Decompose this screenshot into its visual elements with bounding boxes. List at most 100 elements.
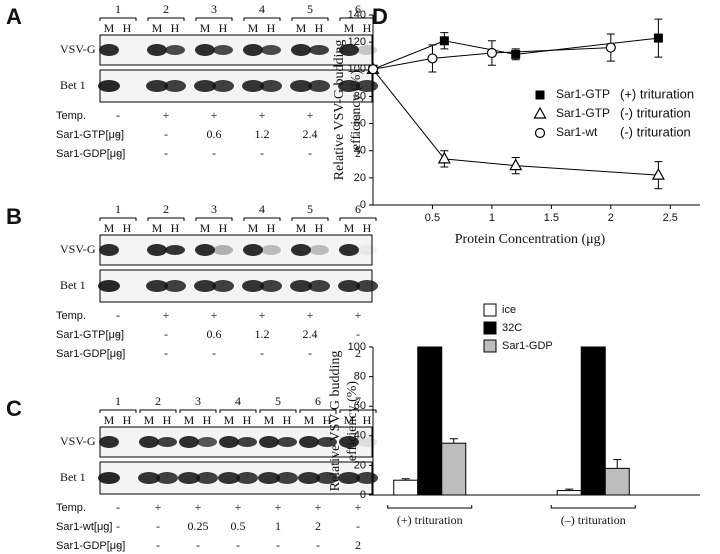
lane-number: 2 xyxy=(155,394,161,408)
condition-value: + xyxy=(163,108,170,122)
lane-sub: H xyxy=(267,221,276,235)
band xyxy=(179,436,199,448)
condition-name: Sar1-wt[μg] xyxy=(56,521,112,533)
lane-sub: M xyxy=(344,413,355,427)
condition-value: - xyxy=(196,538,200,552)
band xyxy=(291,44,311,56)
condition-value: 0.6 xyxy=(207,327,222,341)
condition-value: 1.2 xyxy=(255,127,270,141)
category-bracket xyxy=(550,505,636,509)
lane-bracket xyxy=(243,217,281,221)
condition-name: Sar1-GDP[μg] xyxy=(56,348,125,360)
lane-number: 4 xyxy=(235,394,241,408)
band xyxy=(243,244,263,256)
lane-bracket xyxy=(291,17,329,21)
x-tick-label: 0.5 xyxy=(425,212,440,224)
lane-sub: M xyxy=(152,221,163,235)
band xyxy=(98,280,120,292)
band xyxy=(98,80,120,92)
condition-name: Sar1-GTP[μg] xyxy=(56,129,124,141)
band xyxy=(197,437,217,447)
lane-sub: H xyxy=(171,21,180,35)
lane-sub: M xyxy=(200,221,211,235)
error-bar xyxy=(449,438,458,444)
condition-name: Sar1-GDP[μg] xyxy=(56,148,125,160)
condition-value: 0.6 xyxy=(207,127,222,141)
y-axis-label: efficiency (%) xyxy=(349,70,364,151)
condition-value: + xyxy=(195,500,202,514)
condition-value: + xyxy=(155,500,162,514)
y-tick-label: 0 xyxy=(360,199,366,211)
condition-value: 1.2 xyxy=(255,327,270,341)
band xyxy=(339,436,359,448)
y-tick-label: 140 xyxy=(348,9,366,21)
band xyxy=(236,472,258,484)
row-label: Bet 1 xyxy=(60,278,86,292)
x-tick-label: (+) trituration xyxy=(397,513,463,527)
legend-swatch xyxy=(483,303,497,317)
band xyxy=(196,472,218,484)
point xyxy=(509,158,523,171)
band xyxy=(317,437,337,447)
band xyxy=(146,280,168,292)
lane-bracket xyxy=(179,409,217,413)
lane-number: 6 xyxy=(355,2,361,16)
band xyxy=(338,280,360,292)
lane-number: 4 xyxy=(259,202,265,216)
lane-bracket xyxy=(299,409,337,413)
condition-value: - xyxy=(236,538,240,552)
point xyxy=(439,36,449,46)
bar xyxy=(393,479,419,496)
band xyxy=(338,80,360,92)
condition-value: - xyxy=(116,519,120,533)
lane-sub: H xyxy=(363,413,372,427)
band xyxy=(308,80,330,92)
band xyxy=(99,44,119,56)
band xyxy=(243,44,263,56)
lane-sub: M xyxy=(248,21,259,35)
lane-number: 4 xyxy=(259,2,265,16)
lane-number: 3 xyxy=(211,2,217,16)
panel-label: A xyxy=(6,4,22,29)
y-tick-label: 40 xyxy=(354,145,366,157)
condition-value: + xyxy=(315,500,322,514)
band xyxy=(299,436,319,448)
legend-marker xyxy=(533,106,547,119)
band xyxy=(356,280,378,292)
lane-sub: H xyxy=(163,413,172,427)
condition-value: + xyxy=(355,108,362,122)
condition-value: - xyxy=(212,346,216,360)
condition-value: - xyxy=(276,538,280,552)
band xyxy=(339,44,359,56)
lane-bracket xyxy=(99,217,137,221)
lane-bracket xyxy=(243,17,281,21)
y-axis-label: Relative VSV-G budding xyxy=(332,40,347,181)
lane-sub: H xyxy=(203,413,212,427)
series-line xyxy=(372,47,611,70)
band xyxy=(290,280,312,292)
legend-marker xyxy=(534,127,546,139)
lane-bracket xyxy=(339,17,377,21)
lane-bracket xyxy=(147,217,185,221)
band xyxy=(357,45,377,55)
condition-value: - xyxy=(356,327,360,341)
condition-value: - xyxy=(316,538,320,552)
bar xyxy=(604,467,630,496)
condition-value: 2.4 xyxy=(303,127,318,141)
condition-value: - xyxy=(116,308,120,322)
band xyxy=(258,472,280,484)
condition-value: + xyxy=(163,308,170,322)
lane-number: 2 xyxy=(163,202,169,216)
point xyxy=(427,53,438,64)
y-tick-label: 80 xyxy=(354,371,366,383)
y-tick-label: 120 xyxy=(348,36,366,48)
band xyxy=(218,472,240,484)
condition-value: - xyxy=(164,146,168,160)
lane-sub: H xyxy=(315,221,324,235)
condition-value: 0.5 xyxy=(231,519,246,533)
bar xyxy=(441,442,467,496)
lane-bracket xyxy=(339,217,377,221)
lane-bracket xyxy=(139,409,177,413)
lane-sub: H xyxy=(243,413,252,427)
lane-sub: M xyxy=(344,221,355,235)
